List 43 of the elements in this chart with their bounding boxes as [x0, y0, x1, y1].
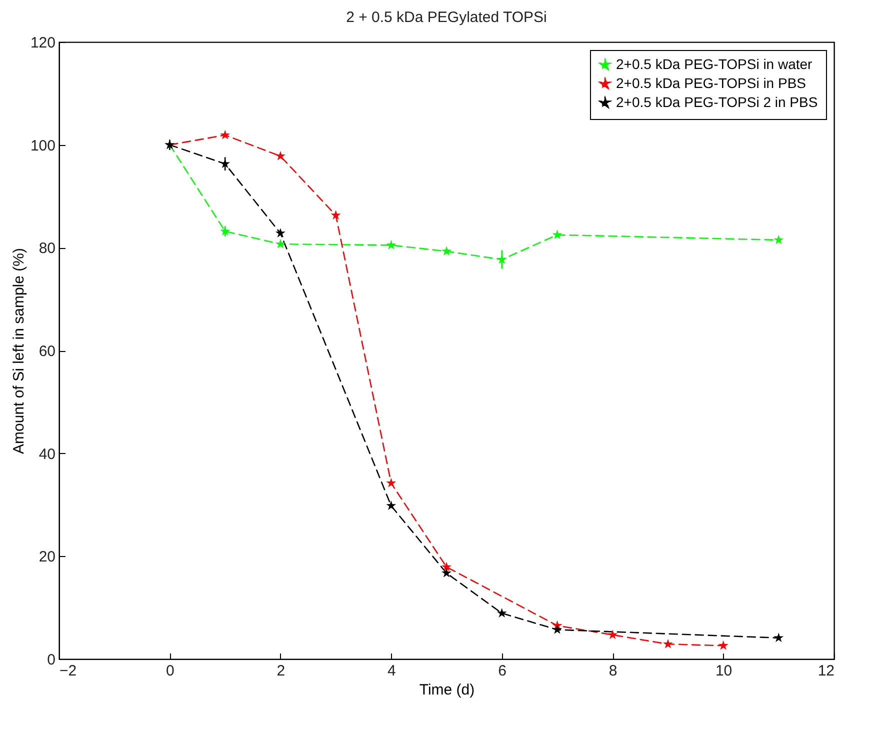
x-tick-label: 10 — [715, 662, 732, 680]
point — [774, 234, 784, 244]
point — [442, 562, 452, 572]
legend-label: 2+0.5 kDa PEG-TOPSi in water — [616, 56, 813, 72]
y-tick-label: 100 — [30, 137, 56, 154]
x-tick-label: 2 — [276, 662, 286, 680]
point — [386, 240, 396, 250]
point — [442, 568, 452, 578]
x-tick-label: 0 — [166, 662, 174, 680]
point — [552, 624, 562, 634]
point — [220, 158, 230, 168]
point — [718, 640, 728, 650]
point — [386, 500, 396, 510]
point — [496, 254, 507, 264]
x-axis-title: Time (d) — [419, 682, 475, 698]
point — [330, 210, 341, 220]
point — [275, 228, 286, 238]
point — [386, 478, 396, 488]
x-tick-label: 12 — [818, 662, 834, 680]
point — [608, 630, 618, 640]
point — [275, 150, 286, 160]
point — [774, 632, 784, 642]
y-tick-label: 120 — [30, 34, 56, 52]
chart-title: 2 + 0.5 kDa PEGylated TOPSi — [346, 9, 547, 26]
point — [552, 230, 562, 240]
point — [220, 226, 230, 236]
y-axis-title: Amount of Si left in sample (%) — [10, 248, 28, 454]
y-tick-label: 0 — [47, 652, 56, 668]
y-tick-label: 80 — [38, 240, 56, 258]
x-tick-label: 6 — [498, 662, 507, 680]
legend-label: 2+0.5 kDa PEG-TOPSi 2 in PBS — [616, 94, 818, 110]
legend-label: 2+0.5 kDa PEG-TOPSi in PBS — [616, 75, 806, 91]
point — [496, 608, 507, 618]
point — [275, 238, 286, 248]
point — [220, 130, 230, 140]
y-tick-label: 20 — [38, 548, 56, 566]
y-tick-label: 40 — [38, 446, 56, 463]
point — [662, 638, 673, 648]
x-tick-label: −2 — [60, 662, 77, 680]
point — [442, 246, 452, 256]
x-tick-label: 4 — [387, 662, 396, 680]
y-tick-label: 60 — [38, 343, 56, 360]
x-tick-label: 8 — [608, 662, 618, 680]
